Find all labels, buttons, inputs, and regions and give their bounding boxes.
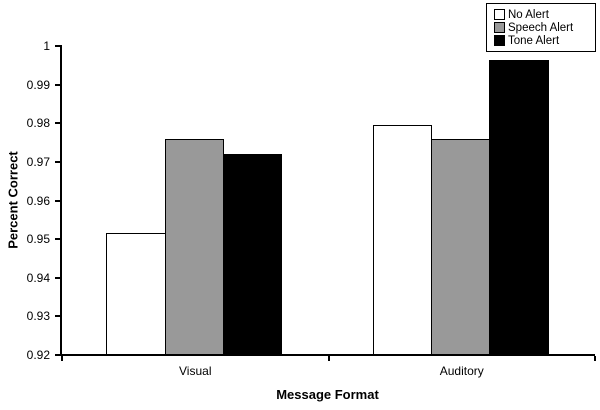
y-axis-line	[60, 45, 62, 356]
x-axis-tick	[327, 356, 330, 361]
x-axis-line	[60, 354, 595, 356]
y-tick-label: 0.95	[26, 232, 50, 247]
x-category-label: Auditory	[439, 364, 484, 378]
legend-label-no-alert: No Alert	[508, 8, 549, 21]
legend-label-speech-alert: Speech Alert	[508, 21, 574, 34]
legend-swatch-tone-alert	[494, 35, 505, 46]
legend: No Alert Speech Alert Tone Alert	[486, 3, 596, 52]
x-axis-title: Message Format	[276, 387, 379, 402]
legend-swatch-no-alert	[494, 9, 505, 20]
bar-visual-no-alert	[106, 233, 166, 356]
legend-label-tone-alert: Tone Alert	[508, 34, 560, 47]
legend-item-tone-alert: Tone Alert	[494, 34, 593, 47]
bar-visual-tone-alert	[222, 154, 283, 356]
bar-auditory-speech-alert	[431, 138, 491, 356]
y-axis-tick	[55, 238, 61, 241]
legend-item-speech-alert: Speech Alert	[494, 21, 593, 34]
bar-auditory-no-alert	[372, 125, 433, 356]
y-tick-label: 0.97	[26, 154, 50, 169]
bar-auditory-tone-alert	[489, 59, 549, 356]
legend-item-no-alert: No Alert	[494, 8, 593, 21]
y-axis-tick	[55, 122, 61, 125]
y-tick-label: 0.92	[26, 348, 50, 362]
y-tick-label: 0.94	[26, 270, 50, 285]
y-axis-tick	[55, 315, 61, 318]
y-tick-label: 1	[43, 39, 50, 53]
y-axis-tick	[55, 276, 61, 279]
y-axis-tick	[55, 354, 61, 356]
y-tick-label: 0.98	[26, 116, 50, 131]
y-tick-label: 0.96	[26, 193, 50, 208]
y-axis-tick	[55, 160, 61, 163]
x-axis-tick	[61, 356, 63, 361]
x-category-label: Visual	[179, 364, 212, 378]
y-axis-tick	[55, 45, 61, 47]
bar-visual-speech-alert	[164, 138, 224, 356]
y-tick-label: 0.99	[26, 77, 50, 92]
legend-swatch-speech-alert	[494, 22, 505, 33]
y-axis-tick	[55, 83, 61, 86]
y-axis-tick	[55, 199, 61, 202]
y-tick-label: 0.93	[26, 309, 50, 324]
x-axis-tick	[594, 356, 596, 361]
